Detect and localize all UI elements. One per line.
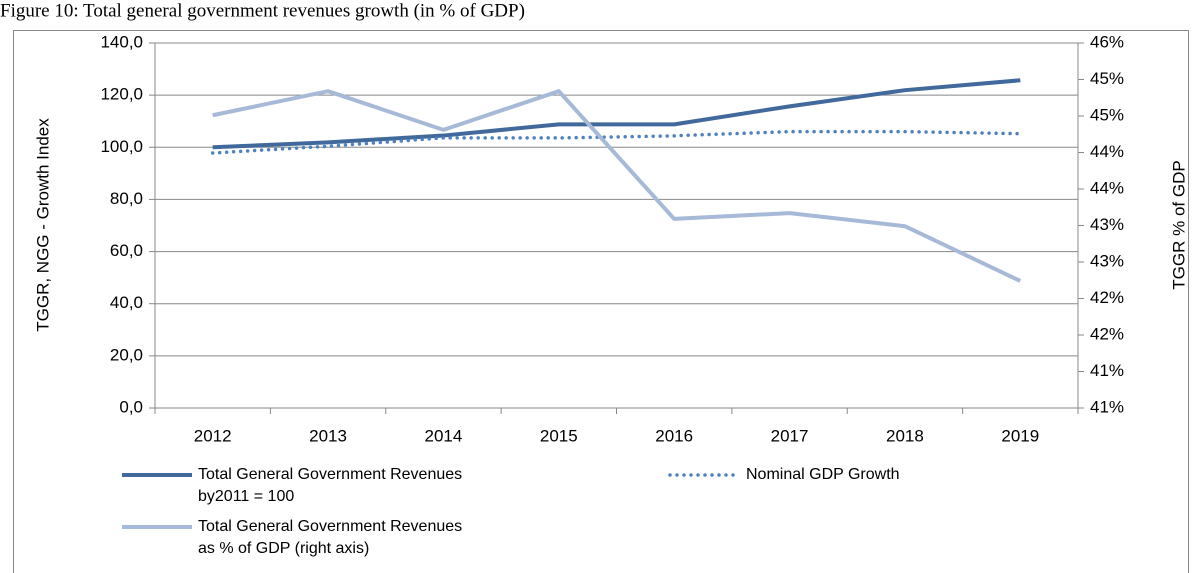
x-tick-label: 2014 xyxy=(425,426,463,445)
x-tick-label: 2018 xyxy=(886,426,924,445)
x-tick-label: 2012 xyxy=(194,426,232,445)
y2-tick-label: 44% xyxy=(1090,142,1124,161)
y-tick-label: 60,0 xyxy=(110,241,143,260)
y2-tick-label: 41% xyxy=(1090,397,1124,416)
y-tick-label: 120,0 xyxy=(100,85,143,104)
y-tick-label: 100,0 xyxy=(100,137,143,156)
y-tick-label: 20,0 xyxy=(110,345,143,364)
legend-label: Total General Government Revenues as % o… xyxy=(198,518,463,557)
y2-axis-label: TGGR % of GDP xyxy=(1169,160,1188,289)
y2-tick-label: 44% xyxy=(1090,178,1124,197)
series-line xyxy=(212,89,1022,283)
y2-tick-label: 42% xyxy=(1090,288,1124,307)
legend-label: Total General Government Revenues by2011… xyxy=(198,466,463,505)
series-line xyxy=(212,78,1021,150)
y2-tick-label: 41% xyxy=(1090,361,1124,380)
chart-title: Figure 10: Total general government reve… xyxy=(0,0,525,21)
x-tick-label: 2013 xyxy=(309,426,347,445)
y2-tick-label: 45% xyxy=(1090,105,1124,124)
y2-tick-label: 43% xyxy=(1090,215,1124,234)
chart-frame xyxy=(13,30,1189,573)
y2-tick-label: 46% xyxy=(1090,32,1124,51)
series-line xyxy=(210,129,1023,155)
y-tick-label: 40,0 xyxy=(110,293,143,312)
y-tick-label: 0,0 xyxy=(119,397,143,416)
x-tick-label: 2017 xyxy=(771,426,809,445)
x-tick-label: 2016 xyxy=(655,426,693,445)
y2-tick-label: 43% xyxy=(1090,251,1124,270)
y-axis-label: TGGR, NGG - Growth Index xyxy=(33,118,52,332)
legend-label: Nominal GDP Growth xyxy=(746,466,900,483)
y2-tick-label: 45% xyxy=(1090,69,1124,88)
y-tick-label: 140,0 xyxy=(100,32,143,51)
x-tick-label: 2019 xyxy=(1001,426,1039,445)
y2-tick-label: 42% xyxy=(1090,324,1124,343)
x-tick-label: 2015 xyxy=(540,426,578,445)
y-tick-label: 80,0 xyxy=(110,189,143,208)
